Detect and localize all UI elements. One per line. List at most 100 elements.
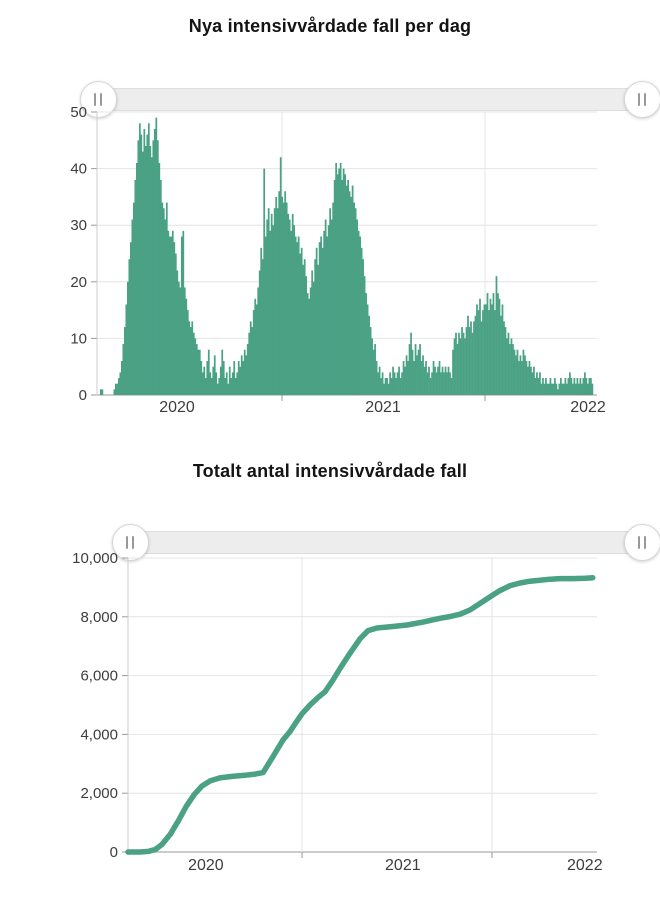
bar bbox=[543, 383, 546, 395]
bar bbox=[579, 378, 582, 395]
bar bbox=[318, 242, 321, 395]
bar bbox=[224, 378, 227, 395]
bar bbox=[143, 128, 146, 396]
bar bbox=[545, 378, 547, 395]
bar bbox=[284, 191, 287, 395]
bar bbox=[555, 383, 558, 395]
bar bbox=[201, 372, 204, 395]
bar bbox=[447, 366, 450, 395]
bar bbox=[321, 247, 324, 395]
bar bbox=[519, 355, 522, 395]
bar bbox=[459, 338, 462, 395]
bar bbox=[168, 236, 171, 395]
bar bbox=[461, 327, 463, 395]
bar bbox=[486, 293, 489, 395]
bar bbox=[414, 344, 417, 395]
bar bbox=[306, 293, 309, 395]
bar bbox=[422, 355, 424, 395]
bar bbox=[509, 344, 511, 395]
chart2-slider-handle-left[interactable] bbox=[111, 524, 149, 561]
bar bbox=[269, 230, 272, 395]
bar bbox=[450, 378, 453, 395]
bar bbox=[521, 361, 523, 395]
bar bbox=[159, 179, 162, 395]
bar bbox=[329, 208, 332, 395]
bar bbox=[485, 304, 487, 395]
bar bbox=[131, 219, 134, 395]
bar bbox=[446, 372, 448, 395]
bar bbox=[156, 140, 159, 395]
y-tick-label: 50 bbox=[70, 104, 87, 121]
drag-handle-icon bbox=[638, 93, 640, 106]
bar bbox=[401, 372, 403, 395]
x-tick-label: 2020 bbox=[188, 857, 224, 874]
bar bbox=[495, 276, 498, 395]
bar bbox=[216, 383, 219, 395]
bar bbox=[540, 383, 543, 395]
bar bbox=[282, 202, 285, 395]
bar bbox=[443, 372, 445, 395]
drag-handle-icon bbox=[94, 93, 96, 106]
bar bbox=[297, 236, 300, 395]
bar bbox=[462, 332, 465, 395]
bar bbox=[537, 378, 540, 395]
bar bbox=[344, 174, 346, 395]
bar bbox=[410, 332, 412, 395]
bar bbox=[260, 247, 263, 395]
bar bbox=[294, 236, 297, 395]
bar bbox=[177, 281, 180, 395]
chart1-slider-handle-right[interactable] bbox=[623, 81, 660, 118]
cumulative-cases-line[interactable] bbox=[125, 574, 596, 855]
bar bbox=[345, 185, 348, 395]
bar bbox=[164, 219, 167, 395]
bar bbox=[149, 145, 152, 395]
bar bbox=[551, 383, 553, 395]
bar bbox=[420, 361, 423, 395]
bar bbox=[254, 298, 257, 395]
bar bbox=[563, 383, 565, 395]
bar bbox=[171, 230, 174, 395]
bar bbox=[438, 361, 441, 395]
bar bbox=[432, 361, 435, 395]
bar bbox=[588, 378, 591, 395]
bar bbox=[452, 349, 454, 395]
bar bbox=[338, 168, 341, 395]
bar bbox=[257, 287, 260, 395]
bar bbox=[203, 366, 206, 395]
chart2-range-slider[interactable] bbox=[111, 524, 660, 561]
bar bbox=[566, 383, 568, 395]
bar bbox=[558, 383, 561, 395]
bar bbox=[335, 162, 338, 395]
bar bbox=[378, 366, 381, 395]
bar bbox=[101, 389, 104, 395]
drag-handle-icon bbox=[132, 536, 134, 549]
bar bbox=[183, 287, 186, 395]
bar bbox=[129, 242, 132, 395]
bar bbox=[236, 372, 239, 395]
bar bbox=[221, 349, 224, 395]
y-tick-label: 2,000 bbox=[80, 785, 118, 802]
bar bbox=[500, 315, 502, 395]
bar bbox=[383, 383, 385, 395]
bar bbox=[575, 383, 577, 395]
bar bbox=[119, 372, 122, 395]
bar bbox=[494, 310, 496, 395]
bar bbox=[249, 321, 252, 395]
bar bbox=[189, 327, 192, 395]
bar bbox=[158, 162, 161, 395]
chart2-slider-handle-right[interactable] bbox=[623, 524, 660, 561]
drag-handle-icon bbox=[126, 536, 128, 549]
bar bbox=[587, 383, 589, 395]
chart1-range-slider[interactable] bbox=[79, 81, 660, 118]
bar bbox=[507, 332, 510, 395]
bar bbox=[141, 151, 144, 395]
bar bbox=[402, 361, 405, 395]
bar bbox=[399, 378, 402, 395]
y-tick-label: 6,000 bbox=[80, 668, 118, 685]
bar bbox=[384, 378, 387, 395]
bar bbox=[302, 264, 305, 395]
bar bbox=[293, 225, 296, 395]
daily-cases-bars[interactable] bbox=[99, 117, 594, 396]
bar bbox=[390, 378, 393, 395]
bar bbox=[578, 383, 580, 395]
